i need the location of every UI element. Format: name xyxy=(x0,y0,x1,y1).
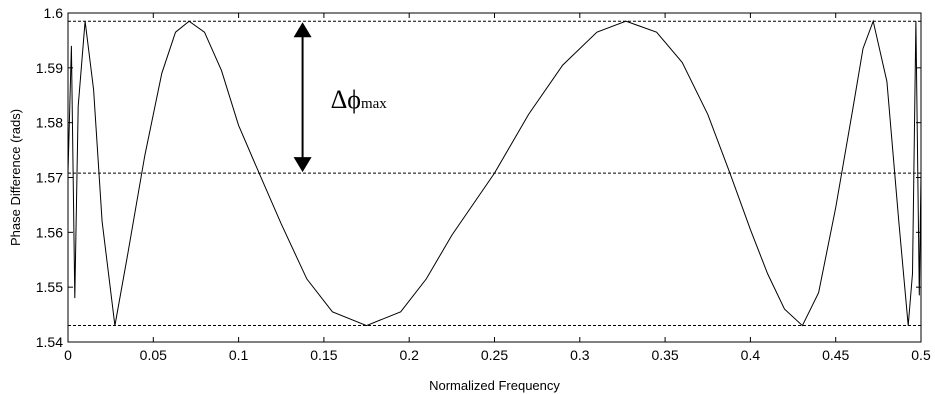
y-tick-label: 1.57 xyxy=(36,170,63,186)
x-tick-label: 0.05 xyxy=(140,347,167,363)
x-tick-label: 0.45 xyxy=(822,347,849,363)
y-tick-label: 1.55 xyxy=(36,279,63,295)
x-tick-label: 0 xyxy=(64,347,72,363)
x-tick-label: 0.2 xyxy=(399,347,419,363)
axis-ticks: 0 0.05 0.1 0.15 0.2 0.25 0.3 0.35 0.4 0.45 0.5 1.54… xyxy=(36,5,931,363)
x-tick-label: 0.15 xyxy=(310,347,337,363)
arrow-head-down xyxy=(293,157,312,173)
x-tick-label: 0.5 xyxy=(911,347,931,363)
y-axis-label: Phase Difference (rads) xyxy=(8,109,23,246)
y-tick-label: 1.54 xyxy=(36,334,63,350)
x-tick-label: 0.3 xyxy=(570,347,590,363)
y-tick-label: 1.58 xyxy=(36,115,63,131)
x-axis-label: Normalized Frequency xyxy=(429,378,560,393)
delta-phi-subscript: max xyxy=(361,96,387,112)
y-tick-label: 1.59 xyxy=(36,60,63,76)
y-tick-label: 1.56 xyxy=(36,224,63,240)
x-tick-label: 0.25 xyxy=(481,347,508,363)
arrow-head-up xyxy=(293,22,312,38)
x-tick-label: 0.4 xyxy=(741,347,761,363)
delta-phi-annotation: Δϕmax xyxy=(293,22,387,173)
x-tick-label: 0.35 xyxy=(651,347,678,363)
y-tick-label: 1.6 xyxy=(44,5,64,21)
x-tick-label: 0.1 xyxy=(229,347,249,363)
phase-difference-curve xyxy=(67,19,922,327)
